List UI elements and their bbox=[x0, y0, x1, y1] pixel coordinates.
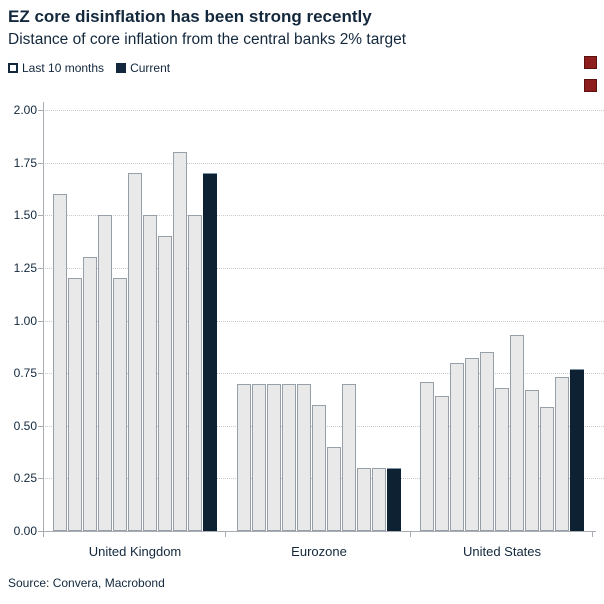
y-axis-tick bbox=[38, 162, 43, 164]
gridline bbox=[43, 215, 604, 217]
bar-last-10-months bbox=[267, 384, 281, 531]
y-axis-label: 1.00 bbox=[13, 313, 37, 328]
bar-last-10-months bbox=[83, 257, 97, 531]
bar-last-10-months bbox=[372, 468, 386, 531]
source-note: Source: Convera, Macrobond bbox=[8, 576, 165, 590]
legend-label: Current bbox=[130, 61, 171, 75]
gridline bbox=[43, 110, 604, 111]
bar-group bbox=[237, 110, 403, 531]
bar-last-10-months bbox=[312, 405, 326, 531]
y-axis-line bbox=[43, 102, 44, 531]
bar-current bbox=[387, 468, 401, 531]
legend-item-last-10-months: Last 10 months bbox=[8, 61, 104, 75]
x-axis-category-label: United Kingdom bbox=[88, 544, 182, 559]
y-axis-tick bbox=[38, 110, 43, 111]
y-axis-tick bbox=[38, 267, 43, 269]
bar-last-10-months bbox=[495, 388, 509, 531]
bar-last-10-months bbox=[113, 278, 127, 531]
gridline bbox=[43, 373, 604, 375]
bar-last-10-months bbox=[327, 447, 341, 531]
bar-current bbox=[570, 369, 584, 531]
legend-item-current: Current bbox=[116, 61, 170, 75]
legend-outline-square-icon bbox=[8, 63, 18, 73]
red-square-icon bbox=[584, 79, 597, 92]
legend: Last 10 months Current bbox=[8, 61, 170, 75]
bar-last-10-months bbox=[525, 390, 539, 531]
chart-subtitle: Distance of core inflation from the cent… bbox=[8, 31, 407, 48]
x-axis-line bbox=[43, 531, 596, 532]
gridline bbox=[43, 267, 604, 269]
x-axis-category-label: Eurozone bbox=[291, 544, 347, 559]
bar-last-10-months bbox=[158, 236, 172, 531]
legend-label: Last 10 months bbox=[22, 61, 105, 75]
y-axis-label: 0.25 bbox=[13, 471, 37, 486]
legend-solid-square-icon bbox=[116, 63, 127, 73]
bar-last-10-months bbox=[282, 384, 296, 531]
bar-current bbox=[203, 173, 217, 531]
bar-last-10-months bbox=[188, 215, 202, 531]
bar-last-10-months bbox=[68, 278, 82, 531]
bar-group bbox=[420, 110, 586, 531]
bar-last-10-months bbox=[252, 384, 266, 531]
bar-last-10-months bbox=[450, 363, 464, 531]
y-axis-label: 0.00 bbox=[13, 524, 37, 538]
y-axis-label: 1.75 bbox=[13, 155, 37, 170]
y-axis-tick bbox=[38, 215, 43, 217]
bar-last-10-months bbox=[357, 468, 371, 531]
y-axis-tick bbox=[38, 320, 43, 322]
bar-last-10-months bbox=[555, 377, 569, 531]
bar-last-10-months bbox=[480, 352, 494, 531]
bar-last-10-months bbox=[342, 384, 356, 531]
gridline bbox=[43, 162, 604, 164]
bar-last-10-months bbox=[143, 215, 157, 531]
bar-last-10-months bbox=[510, 335, 524, 531]
bar-last-10-months bbox=[128, 173, 142, 531]
bar-last-10-months bbox=[98, 215, 112, 531]
bar-last-10-months bbox=[420, 382, 434, 531]
x-axis-tick bbox=[43, 532, 44, 537]
bar-last-10-months bbox=[237, 384, 251, 531]
y-axis-label: 1.50 bbox=[13, 208, 37, 223]
bar-last-10-months bbox=[435, 396, 449, 531]
y-axis-tick bbox=[38, 531, 43, 532]
y-axis-label: 0.50 bbox=[13, 418, 37, 433]
y-axis-tick bbox=[38, 478, 43, 480]
bar-last-10-months bbox=[173, 152, 187, 531]
side-markers bbox=[584, 56, 597, 92]
x-axis-tick bbox=[592, 532, 593, 537]
y-axis-label: 1.25 bbox=[13, 260, 37, 275]
bar-last-10-months bbox=[53, 194, 67, 531]
x-axis-tick bbox=[225, 532, 226, 537]
x-axis-category-label: United States bbox=[462, 544, 542, 559]
bar-last-10-months bbox=[540, 407, 554, 531]
bar-last-10-months bbox=[465, 358, 479, 531]
y-axis-label: 0.75 bbox=[13, 366, 37, 381]
bar-group bbox=[53, 110, 219, 531]
x-axis-tick bbox=[410, 532, 411, 537]
gridline bbox=[43, 320, 604, 322]
y-axis-label: 2.00 bbox=[13, 103, 37, 117]
y-axis-tick bbox=[38, 373, 43, 375]
bar-last-10-months bbox=[297, 384, 311, 531]
y-axis-tick bbox=[38, 425, 43, 427]
chart-title: EZ core disinflation has been strong rec… bbox=[8, 7, 372, 26]
red-square-icon bbox=[584, 56, 597, 69]
